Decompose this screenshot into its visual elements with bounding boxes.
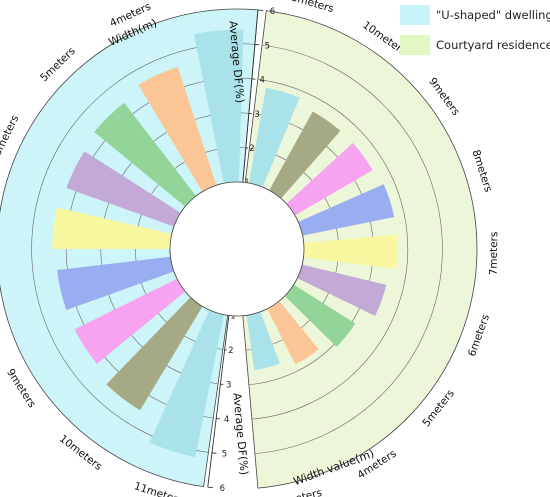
category-label: 11meters (132, 480, 184, 497)
bar-u-shaped-11meters (149, 310, 224, 458)
grid-circle-right (254, 44, 443, 454)
category-label: 3meters (193, 0, 238, 1)
bars (52, 29, 398, 458)
category-label: 11meters (283, 0, 335, 15)
bottom-axis-tick-label: 3 (226, 380, 231, 390)
top-axis-tick-label: 3 (254, 110, 259, 120)
top-axis-tick-label: 6 (270, 7, 275, 17)
legend: "U-shaped" dwelling Courtyard residence (400, 2, 550, 62)
center-hole (169, 181, 305, 317)
bar-courtyard-11meters (248, 87, 300, 188)
bottom-axis-tick-label: 4 (224, 415, 229, 425)
radial-axes: 123456123456 (207, 7, 275, 494)
bar-courtyard-7meters (303, 234, 398, 269)
grid-circle-left (31, 43, 255, 453)
legend-swatch-u-shaped (400, 5, 430, 25)
category-label: 7meters (488, 232, 501, 276)
axis-title-bottom: Average DF(%) (230, 392, 250, 475)
category-label: 3meters (278, 487, 323, 497)
top-axis-line (242, 9, 259, 183)
legend-label-u-shaped: "U-shaped" dwelling (436, 8, 550, 22)
bar-u-shaped-9meters (74, 278, 186, 364)
bar-u-shaped-6meters (66, 151, 181, 227)
top-axis-tick (257, 9, 264, 11)
top-axis-tick-label: 2 (249, 144, 254, 154)
bar-u-shaped-8meters (57, 256, 174, 310)
legend-item-u-shaped: "U-shaped" dwelling (400, 2, 550, 28)
category-label: 8meters (470, 148, 495, 193)
legend-swatch-courtyard (400, 35, 430, 55)
top-axis-tick-label: 5 (265, 41, 270, 51)
bar-u-shaped-4meters (138, 66, 217, 192)
bar-u-shaped-10meters (106, 297, 203, 411)
legend-item-courtyard: Courtyard residence (400, 32, 550, 58)
category-label: 6meters (466, 313, 492, 358)
bar-courtyard-10meters (269, 111, 341, 199)
bottom-axis-tick-label: 2 (228, 346, 233, 356)
bar-u-shaped-5meters (94, 102, 197, 207)
top-axis-tick-label: 4 (260, 76, 265, 86)
grid-circle-right (251, 79, 409, 420)
bar-courtyard-6meters (297, 264, 387, 316)
bar-courtyard-5meters (284, 284, 356, 347)
bar-courtyard-3meters (246, 311, 280, 371)
bottom-axis-tick-label: 6 (220, 484, 225, 494)
legend-label-courtyard: Courtyard residence (436, 38, 550, 52)
bar-courtyard-8meters (298, 184, 395, 236)
bar-u-shaped-7meters (52, 207, 172, 249)
bar-courtyard-4meters (267, 300, 319, 365)
top-axis-tick (254, 43, 260, 46)
bar-courtyard-9meters (286, 142, 373, 216)
bottom-axis-line (207, 315, 230, 488)
bar-u-shaped-3meters (193, 29, 244, 184)
bottom-axis-tick-label: 1 (230, 311, 235, 321)
bottom-axis-tick-label: 5 (222, 450, 227, 460)
